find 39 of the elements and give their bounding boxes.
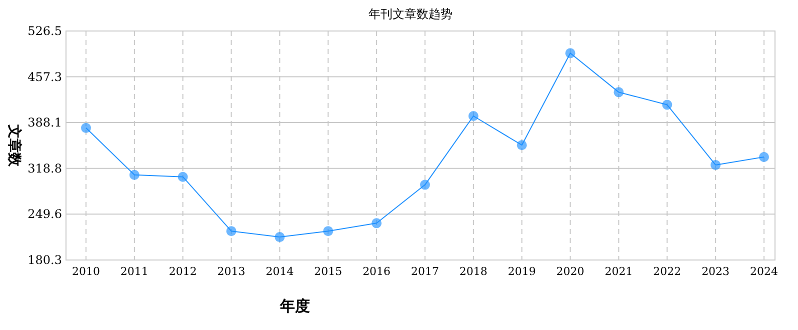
point — [759, 152, 769, 162]
x-tick-label: 2017 — [411, 265, 439, 278]
y-tick-label: 180.3 — [28, 253, 62, 267]
x-tick-label: 2020 — [556, 265, 584, 278]
x-tick-label: 2013 — [217, 265, 246, 278]
point — [323, 226, 334, 236]
point — [420, 180, 430, 190]
x-tick-label: 2016 — [362, 265, 391, 278]
point — [614, 87, 624, 98]
point — [129, 170, 140, 180]
x-tick-label: 2018 — [459, 265, 488, 278]
y-tick-label: 457.3 — [28, 70, 62, 84]
chart-title: 年刊文章数趋势 — [368, 7, 452, 21]
x-tick-label: 2023 — [702, 265, 730, 278]
point — [710, 160, 721, 170]
x-tick-label: 2022 — [653, 265, 682, 278]
point — [468, 111, 478, 121]
x-tick-label: 2014 — [266, 265, 294, 278]
point — [372, 218, 382, 228]
y-tick-label: 249.6 — [28, 207, 62, 222]
point — [274, 232, 285, 242]
y-axis-title: 文章数 — [6, 124, 23, 168]
point — [565, 48, 576, 58]
point — [516, 140, 527, 150]
x-axis-title: 年度 — [279, 297, 310, 315]
x-tick-label: 2010 — [72, 265, 100, 278]
point — [662, 100, 672, 110]
y-tick-label: 388.1 — [28, 116, 62, 130]
y-tick-label: 318.8 — [28, 161, 62, 176]
y-tick-label: 526.5 — [28, 24, 62, 38]
x-tick-label: 2015 — [314, 265, 342, 278]
x-tick-label: 2021 — [604, 265, 633, 278]
x-tick-label: 2019 — [508, 265, 536, 278]
x-tick-label: 2024 — [750, 265, 778, 278]
point — [178, 172, 188, 182]
x-tick-label: 2012 — [168, 265, 197, 278]
point — [226, 226, 236, 236]
x-tick-label: 2011 — [120, 265, 148, 278]
point — [81, 122, 91, 133]
